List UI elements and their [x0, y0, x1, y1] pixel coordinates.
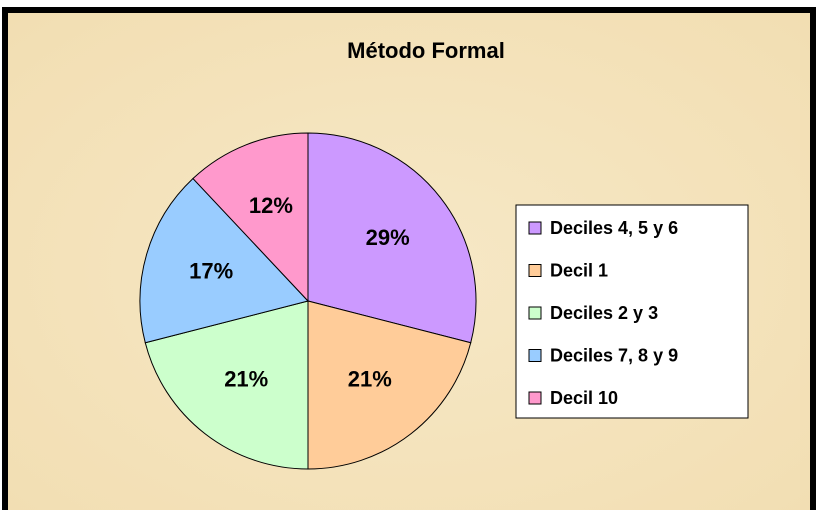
legend-swatch: [528, 264, 542, 277]
legend-swatch: [528, 391, 542, 405]
data-label: 29%: [366, 225, 410, 250]
pie-slice: [139, 177, 309, 344]
pie-slice: [307, 132, 477, 344]
legend: Deciles 4, 5 y 6 Decil 1 Deciles 2 y 3 Deci…: [528, 218, 678, 408]
legend-label: Deciles 4, 5 y 6: [550, 218, 678, 238]
legend-label: Deciles 7, 8 y 9: [550, 345, 678, 365]
data-label: 12%: [249, 193, 293, 218]
pie-slice: [192, 132, 309, 303]
chart-title: Método Formal: [347, 38, 505, 63]
legend-label: Decil 1: [550, 260, 608, 280]
legend-swatch: [528, 349, 542, 362]
pie: 29% 21% 21% 17% 12%: [139, 132, 477, 470]
pie-slice: [307, 300, 472, 470]
data-label: 17%: [189, 259, 233, 284]
legend-swatch: [528, 221, 542, 235]
data-label: 21%: [348, 366, 392, 391]
data-label: 21%: [224, 366, 268, 391]
legend-box: [515, 204, 749, 419]
legend-swatch: [528, 306, 542, 320]
legend-label: Deciles 2 y 3: [550, 303, 658, 323]
legend-label: Decil 10: [550, 388, 618, 408]
pie-slice: [144, 300, 309, 470]
